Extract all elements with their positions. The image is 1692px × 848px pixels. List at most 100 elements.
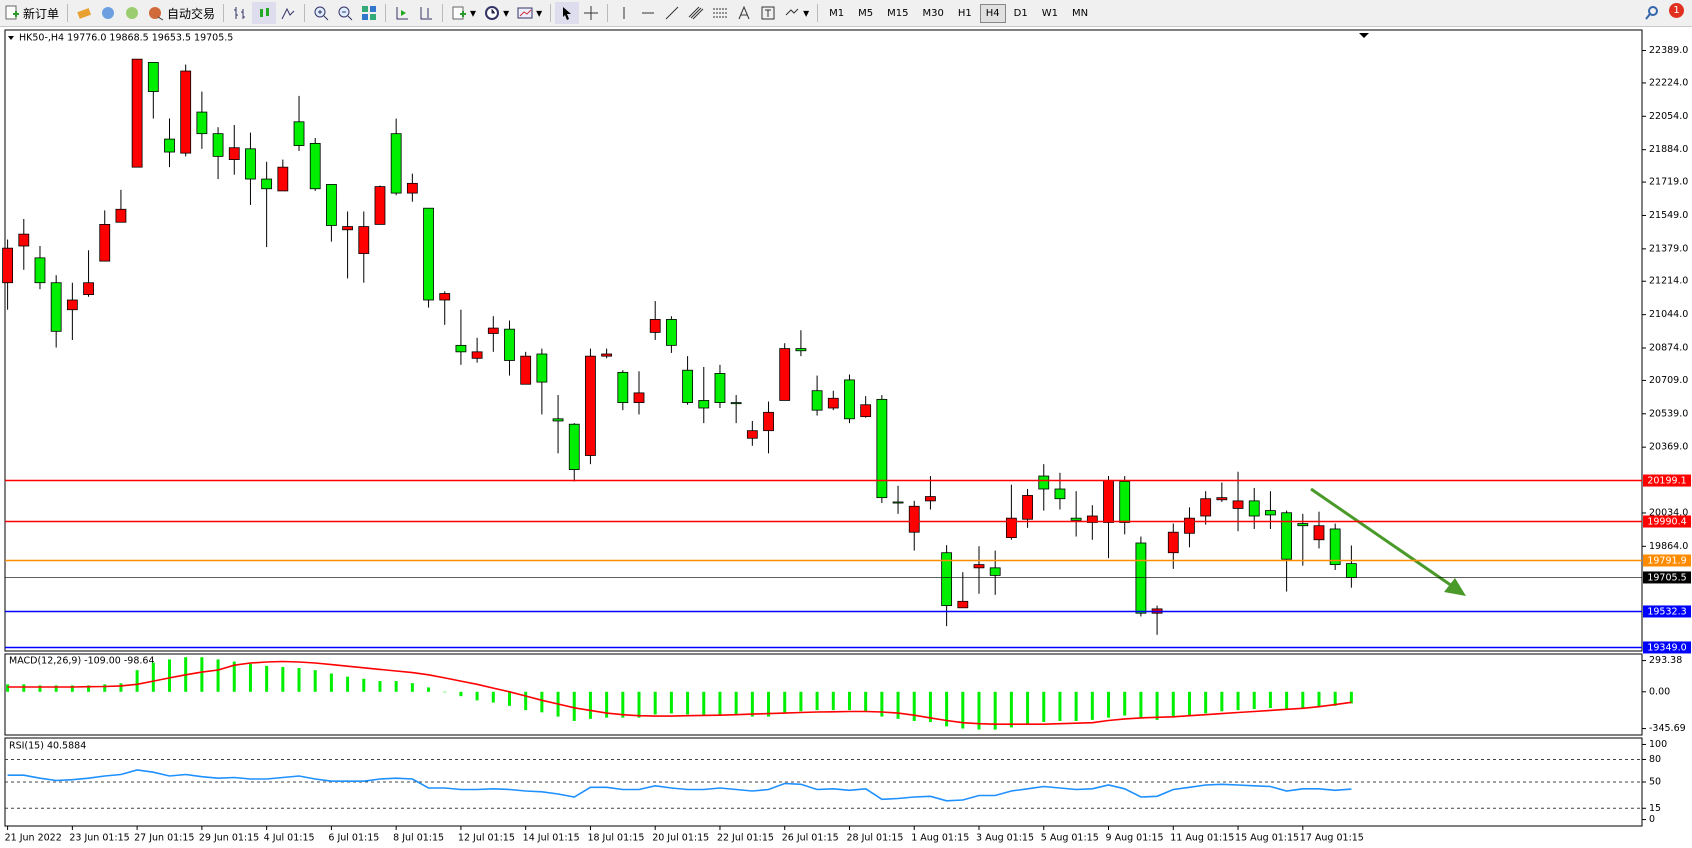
candle-body [439, 293, 451, 301]
x-tick-label: 11 Aug 01:15 [1170, 833, 1234, 844]
label-button[interactable] [756, 2, 780, 24]
candle-body [763, 411, 774, 432]
macd-bar [961, 691, 965, 729]
macd-bar [427, 687, 431, 692]
trendline-button[interactable] [660, 2, 684, 24]
candle-body [957, 600, 969, 609]
text-button[interactable] [732, 2, 756, 24]
y-tick-label: 20369.0 [1649, 442, 1688, 453]
macd-bar [653, 691, 657, 715]
candle-body [876, 398, 888, 499]
candle-body [212, 133, 224, 157]
candle-body [99, 223, 111, 262]
macd-bar [1301, 691, 1305, 708]
candle-chart-button[interactable] [252, 2, 277, 24]
tool-button[interactable] [72, 2, 96, 24]
rsi-line [7, 769, 1352, 802]
y-tick-label: 20874.0 [1649, 343, 1688, 354]
y-tick-label: 20709.0 [1649, 375, 1688, 386]
price-level-box [1643, 474, 1691, 487]
y-tick-label: 21884.0 [1649, 144, 1688, 155]
candle-body [682, 369, 693, 404]
timeframe-button[interactable]: M30 [922, 7, 944, 19]
timeframe-button[interactable]: MN [1071, 7, 1089, 19]
candle-body [617, 371, 629, 403]
periods-button[interactable]: ▾ [480, 2, 513, 24]
timeframe-button[interactable]: M15 [887, 7, 909, 19]
timeframe-button[interactable]: H1 [957, 7, 972, 19]
vline-button[interactable] [612, 2, 636, 24]
x-tick-label: 5 Aug 01:15 [1041, 833, 1099, 844]
candle-body [423, 207, 434, 301]
channel-button[interactable] [684, 2, 708, 24]
candle-body [520, 355, 532, 385]
tool-button[interactable] [120, 2, 144, 24]
candle-body [746, 430, 758, 439]
macd-bar [1155, 691, 1159, 720]
candle-body [1248, 500, 1260, 517]
crosshair-button[interactable] [579, 2, 603, 24]
candle-body [1329, 528, 1341, 566]
x-tick-label: 23 Jun 01:15 [69, 833, 129, 844]
candle-body [66, 299, 78, 311]
macd-bar [912, 691, 916, 721]
y-tick-label: 21044.0 [1649, 309, 1688, 320]
macd-bar [54, 685, 58, 692]
candle-body [245, 148, 256, 180]
new-order-button[interactable]: 新订单 [0, 2, 63, 24]
timeframe-button[interactable]: D1 [1013, 7, 1028, 19]
candle-body [325, 184, 337, 226]
y-tick-label: 22054.0 [1649, 111, 1688, 122]
candle-body [34, 257, 46, 284]
macd-bar [734, 691, 738, 715]
search-button[interactable] [1640, 2, 1664, 24]
candle-body [665, 319, 677, 346]
arrows-button[interactable]: ▾ [780, 2, 813, 24]
bar-chart-button[interactable] [228, 2, 252, 24]
macd-bar [281, 666, 285, 692]
chart-title: HK50-,H4 19776.0 19868.5 19653.5 19705.5 [19, 33, 233, 44]
zoom-out-button[interactable] [333, 2, 357, 24]
candle-body [568, 423, 580, 470]
autoscroll-button[interactable] [390, 2, 414, 24]
zoom-in-button[interactable] [309, 2, 333, 24]
macd-bar [491, 691, 495, 703]
candle-body [1200, 498, 1212, 517]
shift-button[interactable] [414, 2, 438, 24]
auto-trading-button[interactable]: 自动交易 [144, 2, 219, 24]
macd-bar [815, 691, 819, 711]
x-tick-label: 22 Jul 01:15 [717, 833, 774, 844]
timeframe-button[interactable]: W1 [1041, 7, 1058, 19]
templates-button[interactable]: ▾ [513, 2, 546, 24]
hline-button[interactable] [636, 2, 660, 24]
macd-bar [313, 670, 317, 692]
tile-button[interactable] [357, 2, 381, 24]
candle-body [811, 390, 823, 411]
candle-body [147, 62, 159, 92]
y-tick-label: 21379.0 [1649, 243, 1688, 254]
cursor-button[interactable] [555, 2, 580, 24]
candle-body [487, 327, 499, 334]
timeframe-button[interactable]: M5 [858, 7, 874, 19]
price-level-label: 19349.0 [1647, 642, 1686, 653]
candle-body [973, 564, 985, 569]
price-level-box [1643, 641, 1691, 654]
macd-bar [1042, 691, 1046, 723]
timeframe-button[interactable]: M1 [829, 7, 845, 19]
y-tick-label: 50 [1649, 777, 1661, 788]
candle-body [827, 397, 839, 409]
macd-bar [702, 691, 706, 716]
macd-bar [410, 683, 414, 692]
timeframe-button[interactable]: H4 [979, 3, 1006, 23]
candle-body [277, 166, 289, 192]
line-chart-button[interactable] [276, 2, 300, 24]
indicators-button[interactable]: ▾ [447, 2, 480, 24]
notification-badge[interactable]: 1 [1669, 3, 1684, 18]
tool-button[interactable] [96, 2, 120, 24]
fibo-button[interactable] [708, 2, 732, 24]
price-level-box [1643, 605, 1691, 618]
macd-bar [524, 691, 528, 711]
macd-bar [1317, 691, 1321, 707]
macd-bar [993, 691, 997, 730]
x-tick-label: 26 Jul 01:15 [782, 833, 839, 844]
